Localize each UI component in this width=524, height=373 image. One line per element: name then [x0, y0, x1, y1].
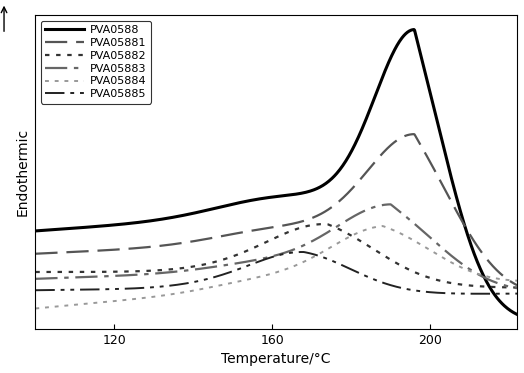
PVA05882 — [32, 270, 38, 274]
PVA05881 — [398, 136, 404, 140]
PVA05883 — [514, 286, 520, 291]
Legend: PVA0588, PVA05881, PVA05882, PVA05883, PVA05884, PVA05885: PVA0588, PVA05881, PVA05882, PVA05883, P… — [41, 21, 151, 104]
PVA05883 — [62, 276, 68, 280]
PVA05883 — [447, 253, 454, 257]
PVA05884 — [62, 304, 68, 308]
Line: PVA0588: PVA0588 — [35, 29, 517, 314]
Line: PVA05883: PVA05883 — [35, 204, 517, 288]
PVA05884 — [339, 238, 345, 243]
PVA05882 — [340, 229, 346, 233]
PVA05882 — [320, 222, 326, 226]
PVA0588 — [447, 173, 454, 178]
PVA05881 — [62, 250, 68, 255]
PVA0588 — [312, 187, 318, 192]
PVA05882 — [325, 222, 332, 227]
PVA05884 — [312, 254, 318, 258]
PVA0588 — [398, 37, 404, 42]
PVA05882 — [447, 281, 454, 285]
PVA05883 — [32, 277, 38, 281]
PVA05885 — [312, 253, 319, 257]
PVA05882 — [398, 263, 405, 268]
PVA05885 — [514, 291, 520, 296]
PVA05881 — [324, 208, 331, 212]
PVA05881 — [411, 132, 417, 137]
PVA05882 — [62, 270, 68, 274]
PVA05885 — [398, 286, 405, 290]
PVA05885 — [32, 288, 38, 292]
PVA05881 — [447, 198, 454, 203]
X-axis label: Temperature/°C: Temperature/°C — [222, 352, 331, 366]
PVA05883 — [387, 202, 394, 207]
PVA0588 — [62, 227, 68, 231]
PVA05883 — [324, 230, 331, 235]
PVA0588 — [339, 164, 345, 169]
Line: PVA05881: PVA05881 — [35, 134, 517, 285]
PVA05884 — [32, 306, 38, 311]
PVA05885 — [325, 257, 332, 261]
PVA05884 — [398, 232, 405, 236]
PVA05884 — [379, 224, 386, 228]
PVA05883 — [398, 211, 405, 215]
PVA05885 — [340, 263, 346, 268]
PVA0588 — [514, 312, 520, 317]
PVA05883 — [339, 221, 345, 226]
PVA05881 — [339, 196, 345, 201]
Line: PVA05884: PVA05884 — [35, 226, 517, 308]
PVA05885 — [447, 291, 454, 295]
PVA05881 — [32, 251, 38, 256]
Line: PVA05885: PVA05885 — [35, 252, 517, 294]
PVA05882 — [312, 222, 318, 227]
PVA05885 — [299, 250, 305, 254]
PVA05884 — [514, 278, 520, 283]
PVA05884 — [447, 260, 454, 264]
PVA0588 — [32, 229, 38, 233]
PVA05881 — [312, 214, 318, 219]
PVA05885 — [480, 292, 486, 296]
PVA0588 — [324, 180, 331, 184]
PVA05881 — [514, 283, 520, 288]
PVA05882 — [514, 285, 520, 290]
PVA05883 — [312, 237, 318, 242]
Line: PVA05882: PVA05882 — [35, 224, 517, 288]
PVA0588 — [411, 27, 417, 32]
PVA05884 — [324, 247, 331, 251]
Y-axis label: Endothermic: Endothermic — [16, 128, 30, 216]
PVA05885 — [62, 288, 68, 292]
